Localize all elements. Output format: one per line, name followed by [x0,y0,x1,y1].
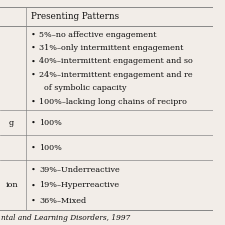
Text: •: • [31,97,36,106]
Text: 39%–Underreactive: 39%–Underreactive [39,166,120,174]
Text: •: • [31,44,36,52]
Text: •: • [31,181,36,189]
Text: •: • [31,119,36,127]
Text: 31%–only intermittent engagement: 31%–only intermittent engagement [39,44,184,52]
Text: •: • [31,71,36,79]
Text: 100%–lacking long chains of recipro: 100%–lacking long chains of recipro [39,97,187,106]
Bar [0,160,213,210]
Text: •: • [31,144,36,152]
Text: g: g [9,119,14,127]
Text: •: • [31,166,36,174]
Text: 19%–Hyperreactive: 19%–Hyperreactive [39,181,120,189]
Text: •: • [31,57,36,65]
Text: of symbolic capacity: of symbolic capacity [44,84,126,92]
Text: •: • [31,31,36,39]
Bar [0,110,213,135]
Text: 100%: 100% [39,119,62,127]
Bar [0,135,213,160]
Text: 5%–no affective engagement: 5%–no affective engagement [39,31,157,39]
Text: •: • [31,197,36,205]
Bar [0,7,213,26]
Bar [0,26,213,110]
Text: 24%–intermittent engagement and re: 24%–intermittent engagement and re [39,71,193,79]
Text: 40%–intermittent engagement and so: 40%–intermittent engagement and so [39,57,193,65]
Text: ntal and Learning Disorders, 1997: ntal and Learning Disorders, 1997 [1,214,130,223]
Text: 36%–Mixed: 36%–Mixed [39,197,87,205]
Text: ion: ion [5,181,18,189]
Text: 100%: 100% [39,144,62,152]
Text: Presenting Patterns: Presenting Patterns [31,12,119,21]
